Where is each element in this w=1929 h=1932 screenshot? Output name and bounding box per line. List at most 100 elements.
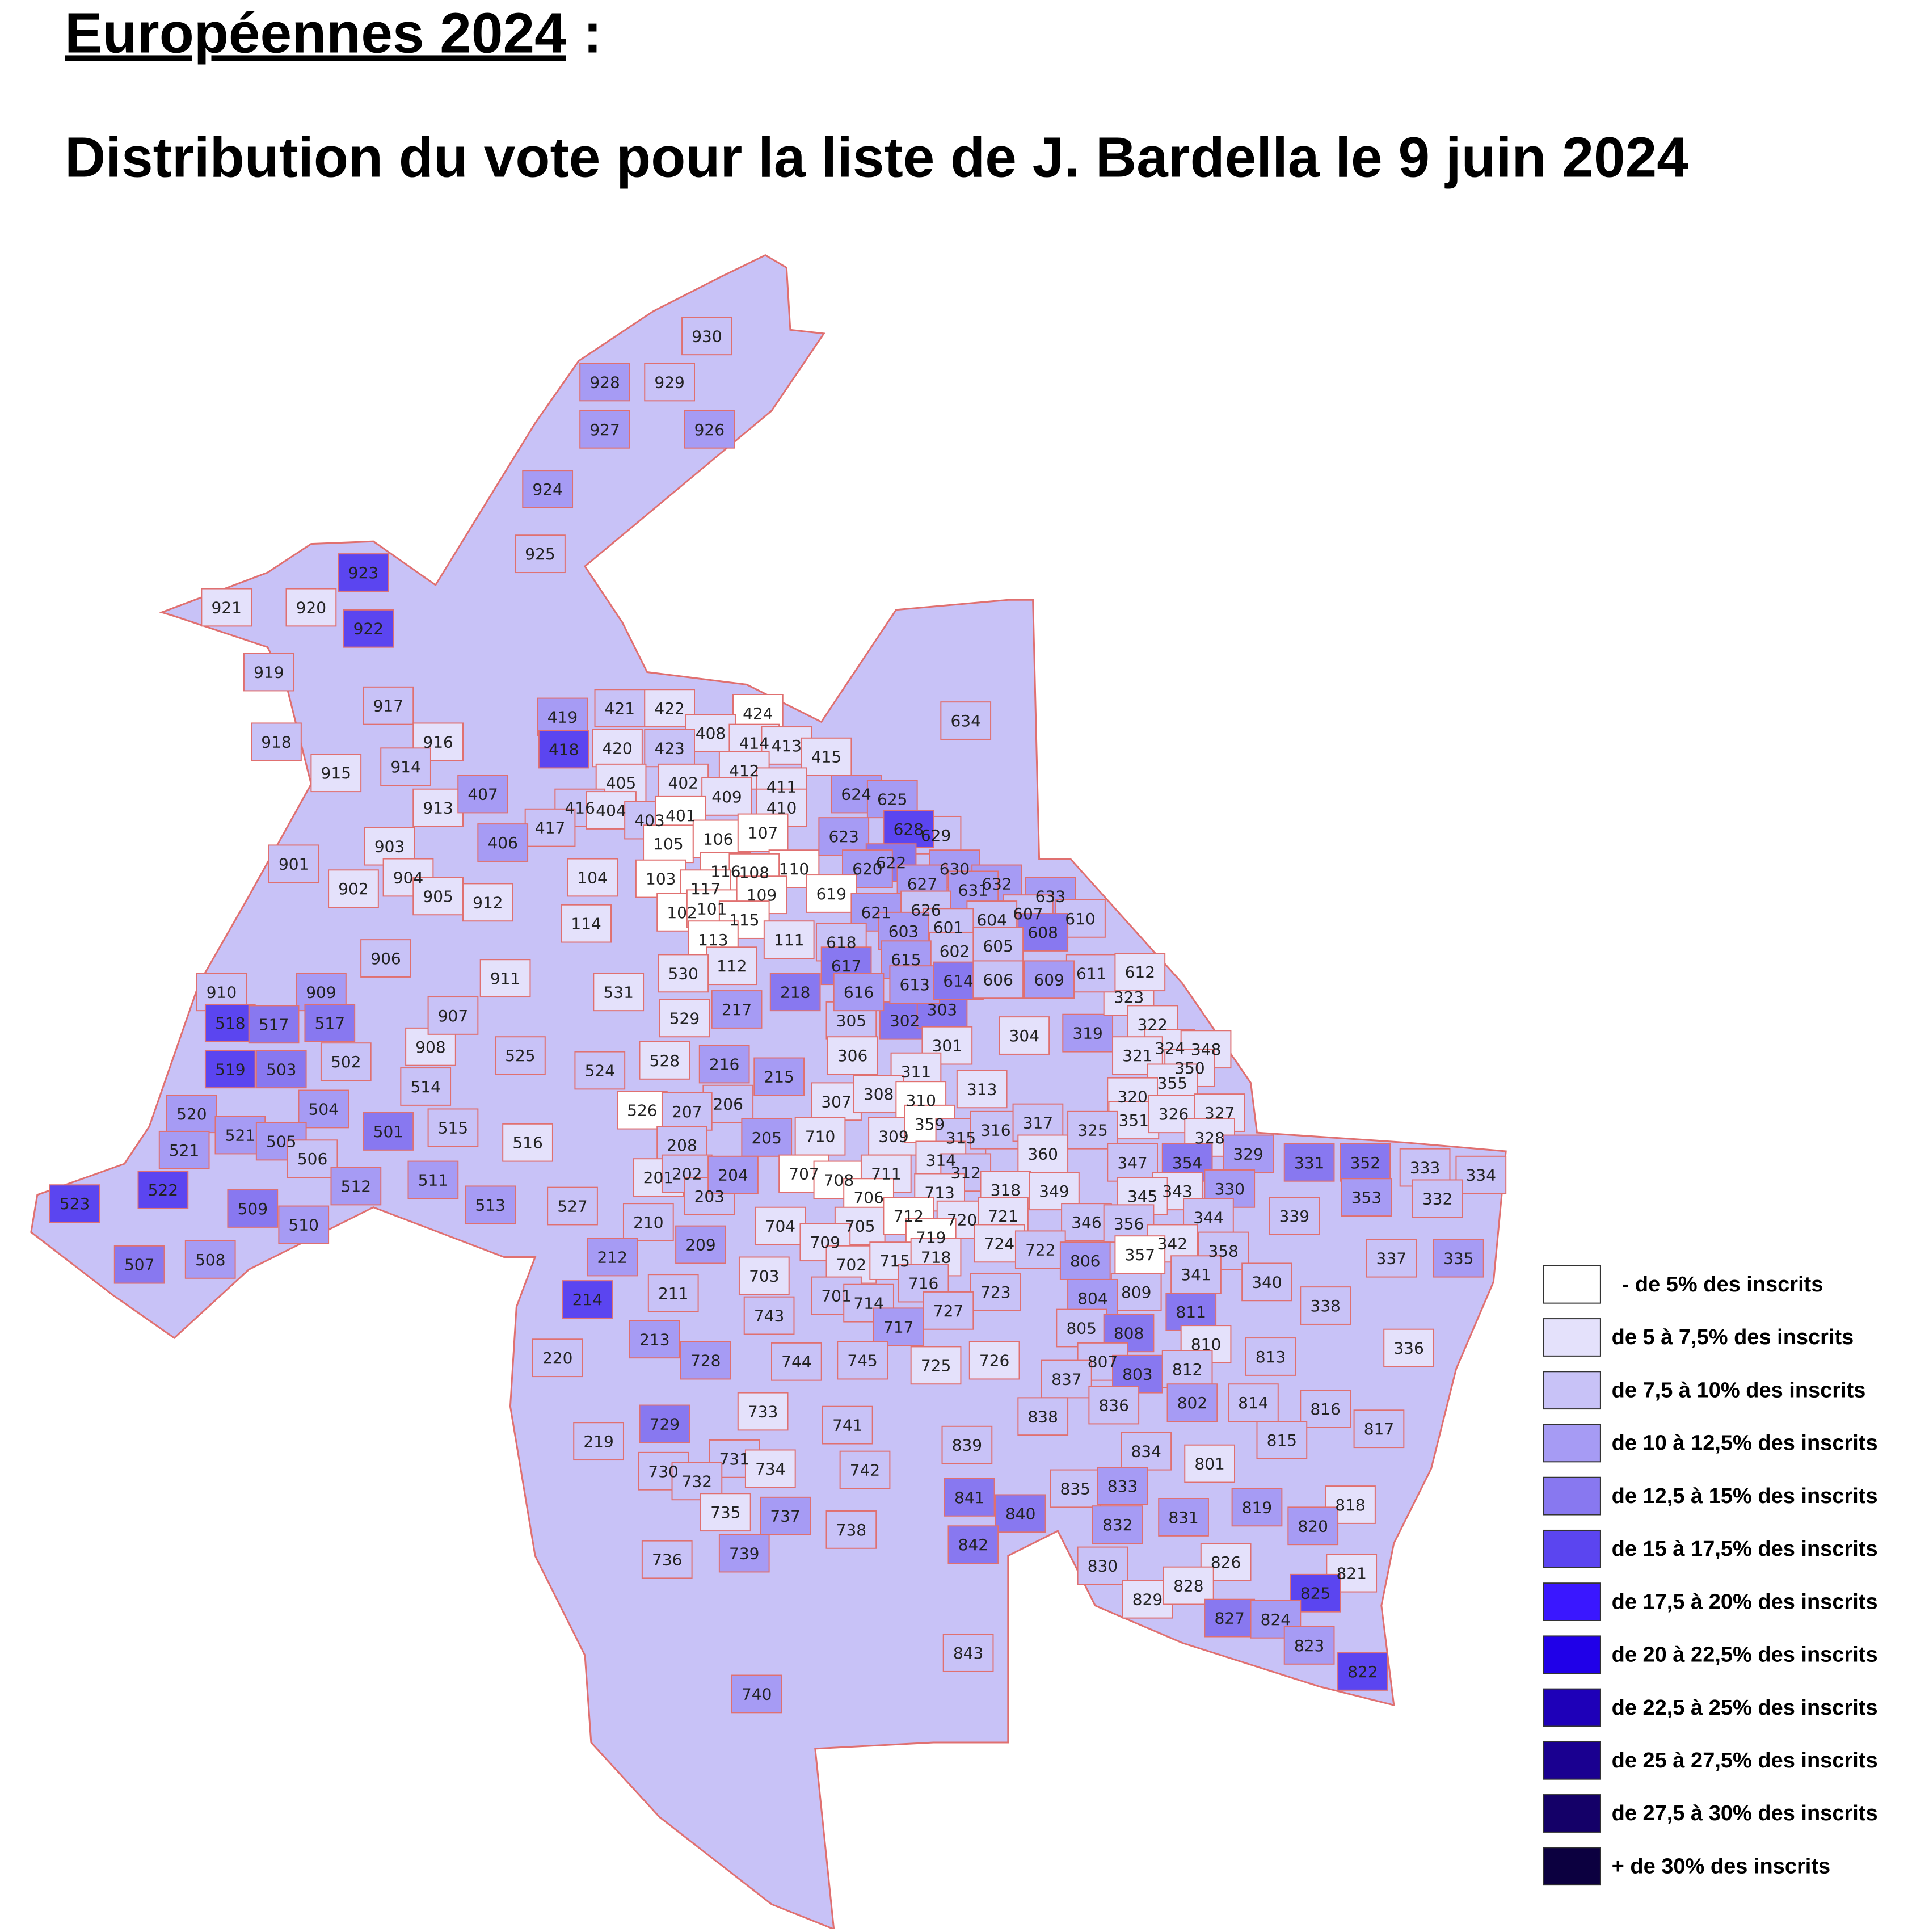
bureau-label: 718	[921, 1248, 951, 1266]
bureau-area	[700, 1493, 751, 1532]
bureau-label: 210	[633, 1213, 663, 1232]
legend-swatch	[1543, 1318, 1601, 1357]
bureau-label: 712	[894, 1207, 924, 1226]
bureau-area	[947, 1525, 999, 1564]
bureau-label: 527	[557, 1197, 587, 1216]
bureau-area	[675, 1225, 726, 1264]
legend-label: de 7,5 à 10% des inscrits	[1612, 1378, 1866, 1402]
bureau-label: 814	[1238, 1394, 1268, 1412]
bureau-label: 805	[1066, 1319, 1096, 1338]
bureau-label: 740	[742, 1685, 772, 1703]
legend-label: - de 5% des inscrits	[1622, 1273, 1823, 1297]
bureau-label: 419	[547, 708, 578, 726]
bureau-label: 906	[370, 949, 401, 968]
bureau-area	[827, 1036, 878, 1075]
bureau-label: 827	[1214, 1609, 1244, 1628]
bureau-label: 910	[207, 983, 237, 1001]
legend-label: de 20 à 22,5% des inscrits	[1612, 1643, 1878, 1667]
bureau-area	[573, 1422, 624, 1461]
bureau-area	[465, 1185, 516, 1224]
bureau-area	[201, 588, 252, 627]
bureau-label: 520	[176, 1105, 207, 1123]
bureau-area	[1017, 1397, 1069, 1436]
bureau-label: 624	[841, 785, 871, 803]
bureau-label: 353	[1351, 1188, 1382, 1207]
bureau-label: 219	[583, 1432, 613, 1451]
legend-swatch	[1543, 1688, 1601, 1727]
bureau-label: 838	[1027, 1407, 1058, 1426]
bureau-label: 614	[943, 972, 973, 991]
legend-swatch	[1543, 1635, 1601, 1674]
bureau-label: 808	[1114, 1324, 1144, 1342]
bureau-label: 205	[751, 1129, 781, 1147]
bureau-label: 734	[755, 1459, 785, 1478]
bureau-label: 833	[1107, 1477, 1138, 1496]
bureau-label: 722	[1025, 1240, 1055, 1259]
bureau-area	[825, 1510, 877, 1549]
legend-swatch	[1543, 1794, 1601, 1833]
bureau-label: 719	[916, 1228, 946, 1247]
bureau-label: 303	[927, 1000, 957, 1019]
bureau-area	[1366, 1239, 1417, 1278]
bureau-area	[1062, 1013, 1114, 1053]
bureau-label: 521	[169, 1141, 199, 1160]
bureau-label: 904	[393, 868, 423, 887]
bureau-label: 113	[698, 931, 728, 949]
bureau-area	[763, 920, 815, 959]
bureau-label: 839	[952, 1436, 982, 1455]
bureau-label: 736	[652, 1551, 682, 1569]
bureau-label: 929	[654, 373, 684, 392]
bureau-label: 406	[487, 834, 517, 852]
bureau-area	[363, 686, 414, 725]
bureau-area	[1107, 1143, 1158, 1182]
bureau-label: 207	[672, 1102, 702, 1121]
bureau-label: 804	[1077, 1289, 1107, 1308]
bureau-label: 607	[1013, 904, 1043, 923]
bureau-label: 730	[648, 1462, 678, 1481]
bureau-area	[204, 1004, 256, 1043]
bureau-area	[1287, 1506, 1339, 1546]
bureau-label: 360	[1027, 1144, 1058, 1163]
bureau-label: 349	[1039, 1182, 1069, 1201]
bureau-area	[806, 874, 857, 913]
bureau-label: 715	[879, 1252, 909, 1270]
bureau-label: 409	[711, 788, 742, 806]
bureau-label: 218	[780, 983, 810, 1001]
bureau-label: 403	[634, 811, 664, 830]
bureau-area	[681, 317, 732, 356]
bureau-label: 815	[1267, 1431, 1297, 1450]
bureau-label: 423	[654, 739, 684, 757]
bureau-label: 919	[254, 663, 284, 682]
bureau-area	[524, 808, 576, 847]
bureau-area	[1110, 1273, 1162, 1311]
bureau-area	[684, 410, 735, 449]
bureau-label: 317	[1023, 1114, 1053, 1133]
legend-swatch	[1543, 1529, 1601, 1568]
bureau-label: 806	[1070, 1252, 1100, 1270]
bureau-label: 609	[1034, 970, 1064, 989]
bureau-label: 525	[505, 1046, 535, 1065]
bureau-area	[495, 1036, 546, 1075]
bureau-area	[923, 1291, 974, 1330]
bureau-label: 416	[565, 799, 595, 818]
bureau-label: 405	[606, 774, 636, 793]
bureau-area	[457, 775, 508, 814]
bureau-area	[298, 1089, 349, 1129]
bureau-label: 813	[1256, 1348, 1286, 1366]
bureau-area	[1158, 1498, 1209, 1537]
bureau-area	[629, 1320, 680, 1359]
legend-label: de 12,5 à 15% des inscrits	[1612, 1484, 1878, 1508]
bureau-label: 407	[467, 785, 498, 803]
bureau-area	[579, 363, 630, 402]
bureau-label: 908	[415, 1038, 445, 1057]
bureau-label: 208	[667, 1136, 697, 1155]
bureau-label: 612	[1125, 963, 1155, 982]
bureau-label: 505	[266, 1132, 296, 1151]
bureau-label: 408	[696, 724, 726, 743]
bureau-area	[561, 904, 612, 943]
bureau-label: 209	[685, 1236, 715, 1255]
bureau-area	[278, 1205, 330, 1244]
bureau-label: 204	[718, 1166, 748, 1185]
bureau-area	[285, 588, 337, 627]
bureau-label: 316	[980, 1121, 1010, 1140]
